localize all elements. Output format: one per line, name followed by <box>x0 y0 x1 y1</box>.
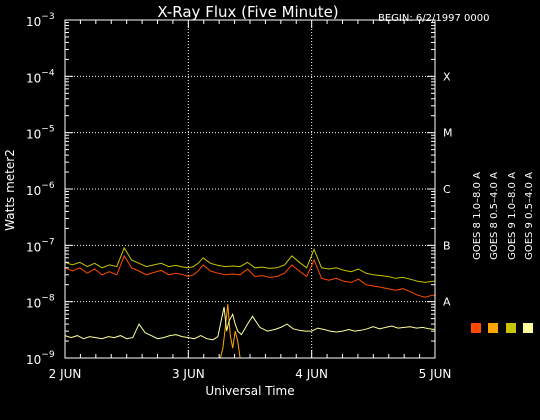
axis-ticks <box>64 19 436 359</box>
chart-title: X-Ray Flux (Five Minute) <box>157 3 338 21</box>
legend-swatch <box>471 323 481 333</box>
series-layer <box>64 246 436 359</box>
grid-lines <box>65 20 435 358</box>
legend-label: GOES 8 0.5–4.0 A <box>489 172 500 260</box>
legend-swatch <box>523 323 533 333</box>
series-line <box>64 254 435 298</box>
flare-class-label: A <box>443 296 451 309</box>
series-line <box>64 306 436 341</box>
y-tick-labels: 10−9 10−8 10−7 10−6 10−5 10−4 10−3 <box>26 12 55 367</box>
flare-class-labels: A B C M X <box>443 70 453 308</box>
legend: GOES 8 1.0–8.0 A GOES 8 0.5–4.0 A GOES 9 1… <box>471 172 535 333</box>
flare-class-label: M <box>443 127 453 140</box>
begin-timestamp: BEGIN: 6/2/1997 0000 <box>378 13 489 24</box>
x-tick-label: 5 JUN <box>419 367 452 381</box>
series-line <box>64 246 435 283</box>
y-tick-label: 10−7 <box>26 237 55 254</box>
y-axis-label: Watts meter2 <box>3 149 17 231</box>
legend-label: GOES 8 1.0–8.0 A <box>472 172 483 260</box>
y-tick-label: 10−3 <box>26 12 55 29</box>
x-tick-label: 4 JUN <box>295 367 328 381</box>
legend-swatch <box>488 323 498 333</box>
x-tick-labels: 2 JUN 3 JUN 4 JUN 5 JUN <box>49 367 452 381</box>
x-axis-label: Universal Time <box>205 384 294 398</box>
y-tick-label: 10−5 <box>26 125 55 142</box>
flare-class-label: B <box>443 239 451 252</box>
legend-swatch <box>506 323 516 333</box>
series-line <box>219 304 294 359</box>
x-tick-label: 3 JUN <box>172 367 205 381</box>
y-tick-label: 10−8 <box>26 294 55 311</box>
x-tick-label: 2 JUN <box>49 367 82 381</box>
y-tick-label: 10−9 <box>26 350 55 367</box>
flare-class-label: C <box>443 183 451 196</box>
plot-frame <box>64 19 436 359</box>
legend-label: GOES 9 1.0–8.0 A <box>507 172 518 260</box>
y-tick-label: 10−4 <box>26 68 55 85</box>
legend-label: GOES 9 0.5–4.0 A <box>524 172 535 260</box>
flare-class-label: X <box>443 70 451 83</box>
y-tick-label: 10−6 <box>26 181 55 198</box>
